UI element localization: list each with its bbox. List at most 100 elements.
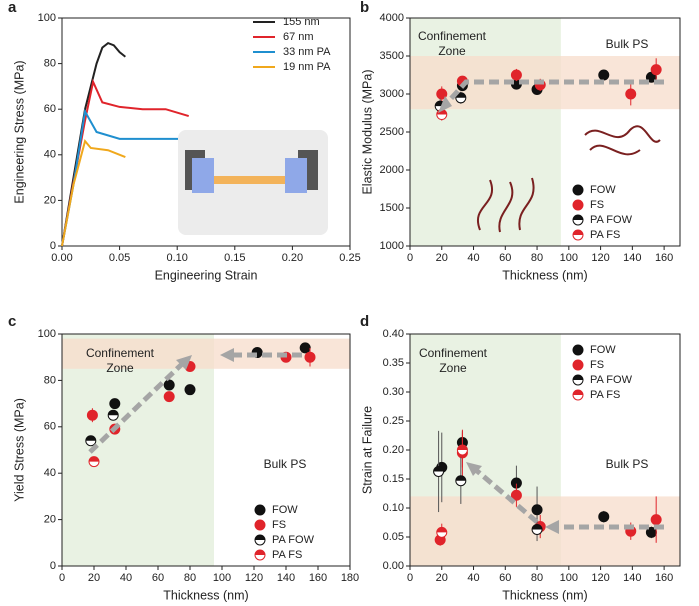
marker	[598, 69, 610, 81]
y-axis-title: Elastic Modulus (MPa)	[360, 69, 374, 194]
legend-label: PA FOW	[590, 214, 633, 226]
arrow-head	[438, 96, 452, 113]
y-tick-label: 3000	[380, 88, 404, 100]
marker	[254, 534, 266, 546]
x-tick-label: 160	[655, 252, 673, 264]
chain	[477, 177, 535, 233]
x-tick-label: 40	[467, 572, 479, 584]
marker-half	[108, 410, 119, 416]
x-tick-label: 160	[309, 572, 327, 584]
marker	[433, 465, 445, 477]
trend-arrow	[474, 468, 539, 524]
marker	[572, 229, 584, 241]
marker	[510, 489, 522, 501]
marker	[572, 344, 584, 356]
y-tick-label: 20	[44, 194, 56, 206]
marker-half	[89, 456, 100, 462]
y-tick-label: 0	[50, 560, 56, 572]
annotation: Bulk PS	[606, 457, 649, 471]
marker	[598, 511, 610, 523]
legend-label: PA FOW	[590, 374, 633, 386]
x-tick-label: 80	[531, 252, 543, 264]
panel-label: a	[8, 0, 17, 16]
shaded-region	[62, 334, 214, 566]
legend-label: 67 nm	[283, 31, 314, 43]
x-tick-label: 0.25	[339, 252, 360, 264]
curve	[61, 78, 190, 247]
marker	[86, 409, 98, 421]
x-tick-label: 40	[120, 572, 132, 584]
x-tick-label: 100	[560, 252, 578, 264]
marker	[572, 359, 584, 371]
y-tick-label: 60	[44, 103, 56, 115]
marker-half	[85, 435, 96, 441]
x-tick-label: 60	[499, 572, 511, 584]
marker	[572, 374, 584, 386]
marker	[572, 184, 584, 196]
y-tick-label: 0.20	[383, 444, 404, 456]
y-tick-label: 4000	[380, 12, 404, 24]
x-tick-label: 120	[591, 572, 609, 584]
y-tick-label: 2000	[380, 164, 404, 176]
x-tick-label: 20	[436, 252, 448, 264]
y-axis-title: Yield Stress (MPa)	[12, 398, 26, 502]
plot-frame	[61, 17, 351, 247]
curve	[61, 139, 126, 247]
inset	[178, 130, 328, 235]
y-tick-label: 100	[38, 328, 56, 340]
x-tick-label: 160	[655, 572, 673, 584]
x-tick-label: 120	[591, 252, 609, 264]
x-tick-label: 100	[560, 572, 578, 584]
y-tick-label: 0.25	[383, 415, 404, 427]
marker	[304, 351, 316, 363]
marker	[254, 549, 266, 561]
chain	[584, 125, 661, 156]
marker	[436, 526, 448, 538]
y-tick-label: 20	[44, 514, 56, 526]
legend-label: 19 nm PA	[283, 61, 331, 73]
y-tick-label: 0.40	[383, 328, 404, 340]
marker	[455, 475, 467, 487]
legend-label: FOW	[272, 504, 298, 516]
marker	[254, 519, 266, 531]
arrow-head	[466, 462, 482, 476]
x-tick-label: 60	[152, 572, 164, 584]
marker	[107, 409, 119, 421]
marker-half	[455, 475, 466, 481]
legend-label: PA FS	[272, 549, 302, 561]
arrows	[88, 79, 664, 534]
y-tick-label: 3500	[380, 50, 404, 62]
marker	[650, 514, 662, 526]
x-tick-label: 140	[623, 252, 641, 264]
x-tick-label: 80	[531, 572, 543, 584]
x-tick-label: 60	[499, 252, 511, 264]
legend-label: 155 nm	[283, 16, 320, 28]
y-tick-label: 80	[44, 374, 56, 386]
y-tick-label: 1000	[380, 240, 404, 252]
x-tick-label: 0.00	[51, 252, 72, 264]
annotation: Bulk PS	[606, 37, 649, 51]
annotation: Bulk PS	[264, 457, 307, 471]
marker	[163, 391, 175, 403]
marker	[109, 398, 121, 410]
annotation: Zone	[438, 44, 466, 58]
inset-block	[192, 158, 214, 193]
marker-half	[433, 466, 444, 472]
y-tick-label: 0.10	[383, 502, 404, 514]
y-tick-label: 0.30	[383, 386, 404, 398]
x-tick-label: 140	[277, 572, 295, 584]
marker-half	[255, 550, 265, 555]
annotation: Zone	[106, 361, 134, 375]
x-axis-title: Thickness (nm)	[163, 588, 248, 602]
shaded-region	[410, 18, 561, 246]
marker	[625, 88, 637, 100]
legend-label: FOW	[590, 344, 616, 356]
marker-half	[573, 375, 583, 380]
legend-label: FOW	[590, 184, 616, 196]
x-tick-label: 0	[407, 252, 413, 264]
y-tick-label: 0.05	[383, 531, 404, 543]
y-tick-label: 2500	[380, 126, 404, 138]
x-tick-label: 0.05	[109, 252, 130, 264]
legend-label: PA FS	[590, 389, 620, 401]
marker-half	[255, 535, 265, 540]
